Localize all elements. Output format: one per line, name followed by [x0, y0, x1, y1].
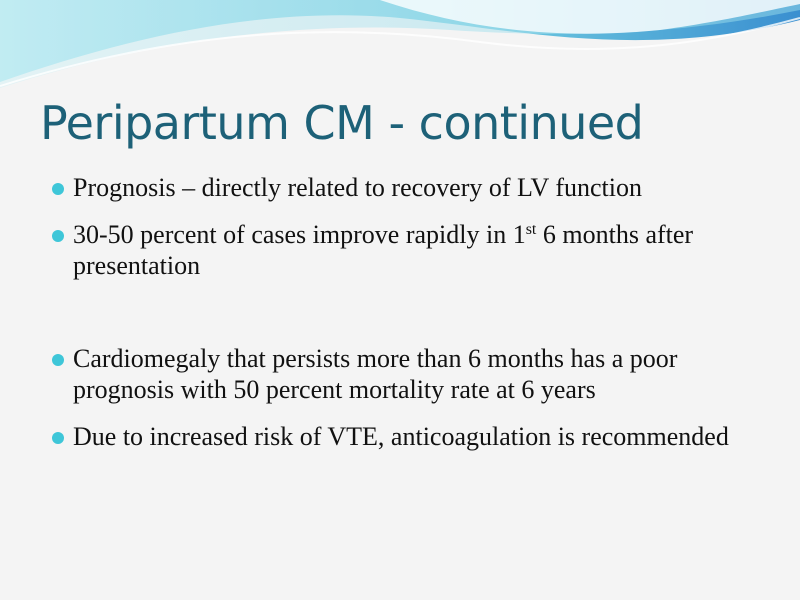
- bullet: Prognosis – directly related to recovery…: [48, 172, 748, 203]
- header-wave: [0, 0, 800, 88]
- bullet-text: Due to increased risk of VTE, anticoagul…: [73, 422, 729, 451]
- slide-title: Peripartum CM - continued: [40, 96, 644, 150]
- bullet-text: 30-50 percent of cases improve rapidly i…: [73, 220, 526, 249]
- superscript: st: [525, 221, 537, 238]
- bullet: Cardiomegaly that persists more than 6 m…: [48, 343, 748, 405]
- bullet-text: Prognosis – directly related to recovery…: [73, 173, 642, 202]
- bullet: 30-50 percent of cases improve rapidly i…: [48, 219, 748, 281]
- bullet-text: Cardiomegaly that persists more than 6 m…: [73, 344, 678, 404]
- bullet-list: Prognosis – directly related to recovery…: [48, 172, 748, 468]
- bullet: Due to increased risk of VTE, anticoagul…: [48, 421, 748, 452]
- bullet-text: 6 months after presentation: [73, 220, 694, 280]
